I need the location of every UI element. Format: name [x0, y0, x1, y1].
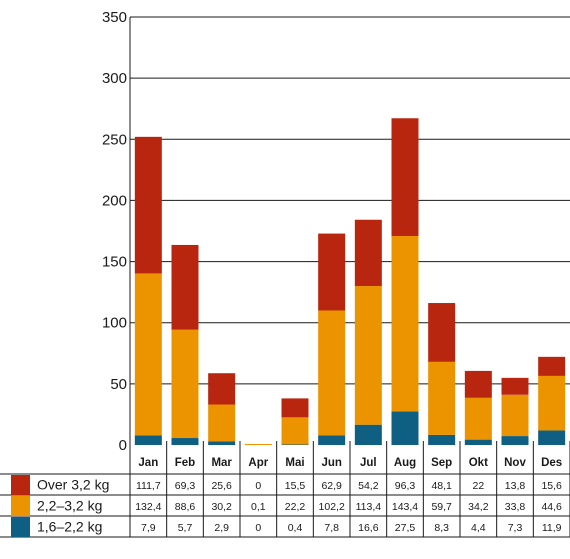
table-cell-value: 0,4	[288, 522, 303, 534]
category-label: Des	[541, 457, 562, 469]
category-label: Jun	[321, 457, 341, 469]
table-cell-value: 34,2	[468, 501, 489, 513]
table-cell-value: 15,6	[541, 480, 562, 492]
bar-segment	[501, 377, 529, 395]
bar-segment	[464, 397, 492, 440]
bar-segment	[354, 219, 382, 287]
y-tick-label: 200	[102, 192, 127, 209]
table-cell-value: 88,6	[175, 501, 196, 513]
table-cell-value: 13,8	[505, 480, 526, 492]
category-label: Jul	[360, 457, 377, 469]
bar-segment	[538, 430, 566, 445]
bar-segment	[354, 424, 382, 445]
y-tick-label: 350	[102, 9, 127, 26]
category-label: Feb	[175, 457, 195, 469]
y-tick-label: 0	[119, 437, 127, 454]
table-cell-value: 2,9	[214, 522, 229, 534]
bar-segment	[134, 435, 162, 445]
series-label: 2,2–3,2 kg	[37, 498, 102, 514]
table-cell-value: 143,4	[392, 501, 418, 513]
category-label: Okt	[469, 457, 488, 469]
bar-segment	[464, 439, 492, 445]
bar-segment	[281, 398, 309, 418]
table-cell-value: 7,9	[141, 522, 156, 534]
table-cell-value: 7,8	[324, 522, 339, 534]
table-cell-value: 11,9	[542, 522, 562, 534]
legend-swatch	[11, 496, 30, 516]
table-cell-value: 69,3	[175, 480, 196, 492]
y-tick-label: 300	[102, 70, 127, 87]
bar-segment	[391, 236, 419, 412]
legend-swatch	[11, 517, 30, 537]
table-cell-value: 5,7	[178, 522, 193, 534]
bar-segment	[208, 441, 236, 445]
bar-segment	[538, 356, 566, 376]
table-cell-value: 59,7	[431, 501, 452, 513]
table-cell-value: 54,2	[358, 480, 379, 492]
table-cell-value: 27,5	[395, 522, 416, 534]
y-tick-label: 250	[102, 131, 127, 148]
bar-segment	[501, 436, 529, 445]
series-label: 1,6–2,2 kg	[37, 519, 102, 535]
table-cell-value: 30,2	[211, 501, 232, 513]
bar-segment	[171, 244, 199, 330]
table-cell-value: 0	[255, 522, 261, 534]
table-cell-value: 102,2	[319, 501, 345, 513]
category-label: Jan	[138, 457, 158, 469]
bar-segment	[501, 394, 529, 437]
bar-segment	[318, 233, 346, 311]
bar-segment	[428, 434, 456, 445]
series-label: Over 3,2 kg	[37, 477, 109, 493]
table-cell-value: 96,3	[395, 480, 416, 492]
bar-segment	[244, 444, 272, 445]
table-cell-value: 48,1	[431, 480, 452, 492]
bar-segment	[464, 370, 492, 398]
table-cell-value: 7,3	[508, 522, 523, 534]
y-tick-label: 100	[102, 315, 127, 332]
table-cell-value: 44,6	[541, 501, 562, 513]
table-cell-value: 132,4	[135, 501, 161, 513]
category-label: Sep	[431, 457, 452, 469]
bar-segment	[208, 404, 236, 442]
table-cell-value: 0	[255, 480, 261, 492]
table-cell-value: 22,2	[285, 501, 306, 513]
table-cell-value: 25,6	[211, 480, 232, 492]
table-cell-value: 111,7	[136, 480, 161, 492]
table-cell-value: 8,3	[434, 522, 449, 534]
category-label: Aug	[394, 457, 416, 469]
y-tick-label: 50	[110, 376, 127, 393]
bar-segment	[134, 273, 162, 436]
table-cell-value: 16,6	[358, 522, 379, 534]
bar-segment	[428, 361, 456, 435]
bar-segment	[538, 375, 566, 431]
table-cell-value: 113,4	[356, 501, 382, 513]
category-label: Mai	[285, 457, 304, 469]
table-cell-value: 22	[472, 480, 484, 492]
bar-segment	[391, 411, 419, 445]
bar-segment	[428, 303, 456, 362]
bar-segment	[354, 286, 382, 425]
category-label: Nov	[504, 457, 526, 469]
bar-segment	[391, 118, 419, 237]
y-tick-label: 150	[102, 254, 127, 271]
table-cell-value: 33,8	[505, 501, 526, 513]
bar-segment	[281, 417, 309, 445]
category-label: Apr	[248, 457, 268, 469]
table-cell-value: 15,5	[285, 480, 306, 492]
legend-swatch	[11, 475, 30, 495]
bar-segment	[171, 438, 199, 445]
bar-segment	[318, 435, 346, 445]
bar-segment	[208, 373, 236, 405]
table-cell-value: 0,1	[251, 501, 266, 513]
bar-segment	[134, 136, 162, 274]
table-cell-value: 4,4	[471, 522, 486, 534]
bar-segment	[318, 310, 346, 436]
table-cell-value: 62,9	[321, 480, 342, 492]
category-label: Mar	[211, 457, 232, 469]
bar-segment	[171, 329, 199, 439]
